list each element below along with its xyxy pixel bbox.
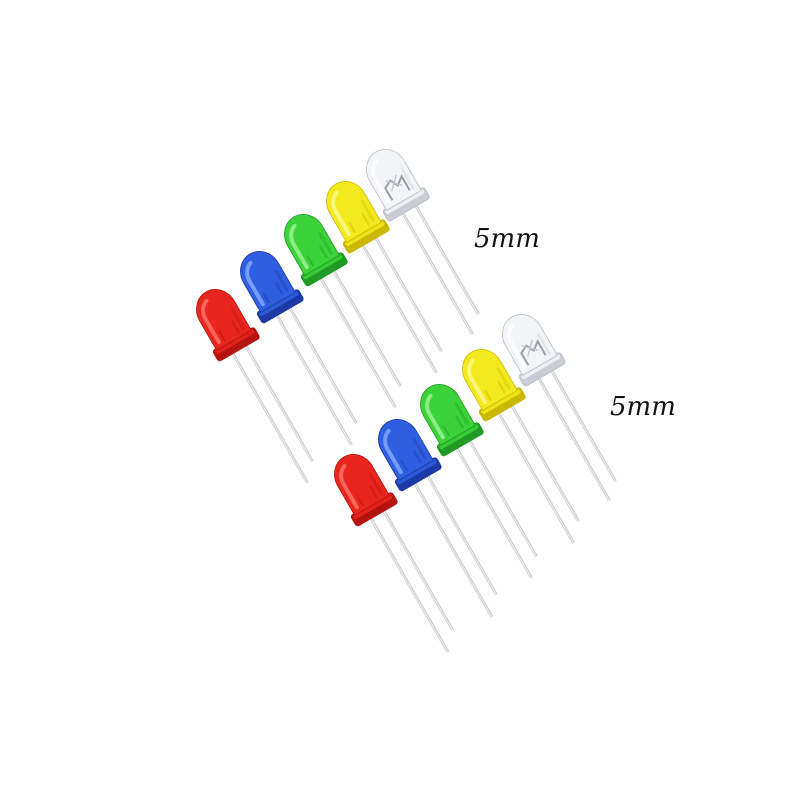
led-group [196,149,617,653]
led-body [196,289,252,351]
led-lower-row-yellow [462,349,580,544]
led-internal-frame [218,320,240,342]
led-highlight [425,393,445,440]
led-internal-wire [521,339,539,357]
led-lead-highlight [537,377,610,502]
led-upper-row-green [284,214,402,409]
led-lead-highlight [369,517,449,653]
led-highlight [331,190,351,237]
led-internal-frame [356,485,378,507]
led-body [240,251,296,313]
led-highlight [371,158,391,205]
led-highlight [289,223,309,270]
led-rim-shine [303,254,343,280]
led-lead-highlight [319,277,396,409]
led-rim-shine [481,389,521,415]
led-lead-highlight [413,482,493,618]
led-body [326,181,382,243]
led-lead-highlight [497,412,574,544]
led-lead-highlight [382,510,453,631]
led-shadow [400,167,415,190]
led-shadow [368,472,383,495]
size-label-bottom: 5mm [610,392,676,422]
led-rim-shine [259,291,299,317]
led-highlight [507,323,527,370]
led-highlight [245,260,265,307]
led-body [420,384,476,446]
led-internal-frame [348,212,370,234]
led-lead-highlight [455,447,532,579]
led-internal-frame [442,415,464,437]
led-body [366,149,422,211]
led-rim-shine [353,494,393,520]
led-internal-wire [385,174,403,192]
led-highlight [467,358,487,405]
led-rim-shine [345,221,385,247]
led-body [462,349,518,411]
led-internal-frame [306,245,328,267]
led-lead-highlight [414,205,479,315]
led-shadow [318,232,333,255]
led-body [334,454,390,516]
led-shadow [412,437,427,460]
led-rim-shine [397,459,437,485]
led-lead-highlight [374,237,442,352]
led-lead-highlight [288,307,357,424]
led-rim-shine [439,424,479,450]
led-lead-highlight [426,475,497,596]
led-upper-row-red [196,289,314,484]
led-lead-highlight [231,352,308,484]
led-highlight [383,428,403,475]
led-internal-frame [484,380,506,402]
led-lead-highlight [275,314,352,446]
led-body [284,214,340,276]
led-lead-highlight [361,244,437,374]
led-highlight [339,463,359,510]
led-lead-highlight [468,440,537,557]
led-body [378,419,434,481]
led-shadow [496,367,511,390]
led-internal-frame [262,282,284,304]
led-upper-row-white [366,149,480,335]
led-internal-frame [400,450,422,472]
led-highlight [201,298,221,345]
led-shadow [454,402,469,425]
led-shadow [536,332,551,355]
led-lead-highlight [332,270,401,387]
led-rim-shine [521,354,561,380]
led-lead-highlight [550,370,616,482]
led-upper-row-yellow [326,181,443,374]
led-shadow [230,307,245,330]
led-shadow [274,269,289,292]
led-lead-highlight [244,345,313,462]
led-lower-row-green [420,384,538,579]
led-shadow [360,199,375,222]
size-label-top: 5mm [474,224,540,254]
led-rim-shine [385,189,425,215]
led-upper-row-blue [240,251,358,446]
led-body [502,314,558,376]
led-lead-highlight [401,212,473,335]
led-lower-row-blue [378,419,498,618]
led-lower-row-red [334,454,454,653]
led-lead-highlight [510,405,579,522]
led-rim-shine [215,329,255,355]
led-lower-row-white [502,314,617,502]
